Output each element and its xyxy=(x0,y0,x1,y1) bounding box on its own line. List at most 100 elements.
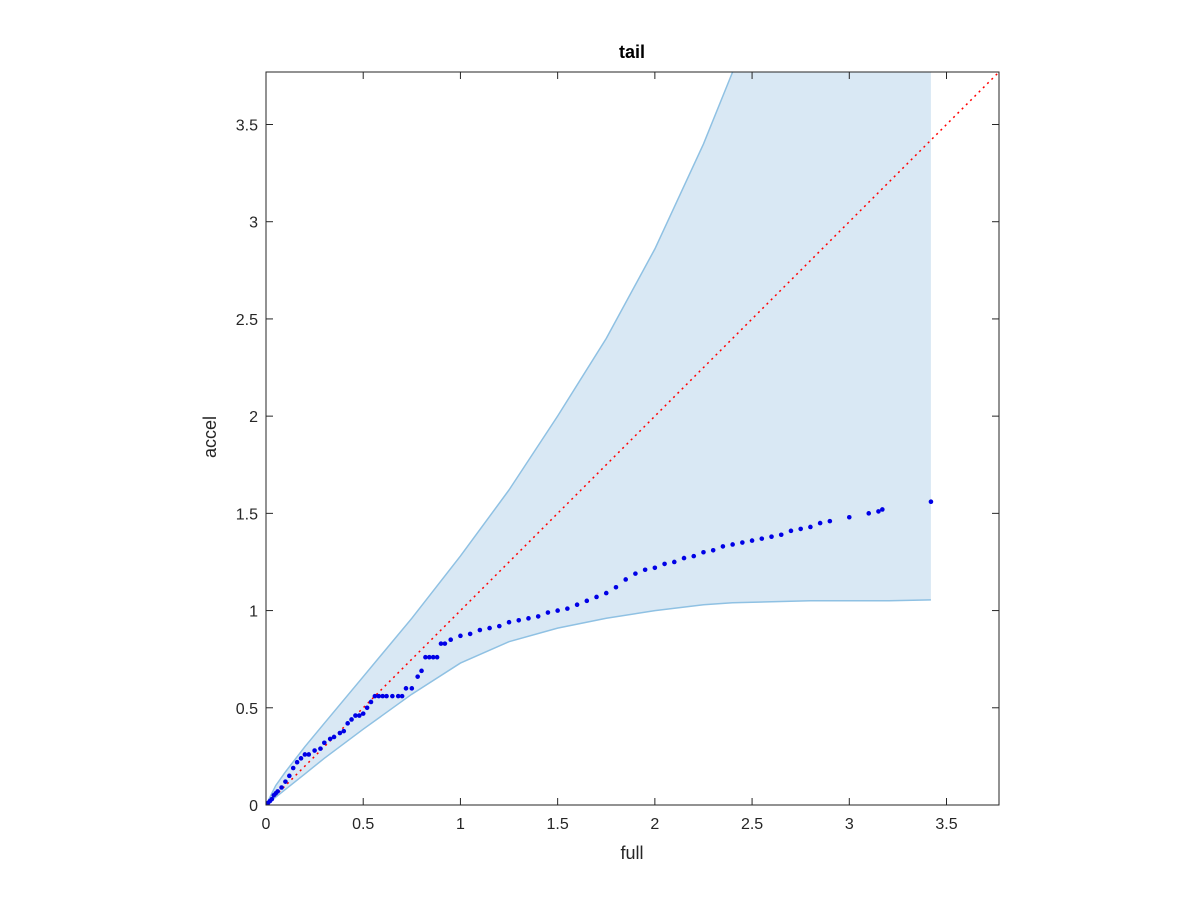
y-tick-label: 3.5 xyxy=(236,117,258,134)
data-point xyxy=(294,759,300,765)
axes-box xyxy=(265,71,1000,806)
data-point xyxy=(740,540,745,545)
data-point xyxy=(318,746,323,751)
data-point xyxy=(290,765,296,771)
x-tick-label: 0 xyxy=(262,816,271,833)
data-point xyxy=(357,713,362,718)
data-point xyxy=(415,674,420,679)
y-tick-label: 1 xyxy=(249,604,258,621)
data-point xyxy=(652,565,658,571)
data-point xyxy=(341,728,347,734)
y-axis-label: accel xyxy=(200,416,220,458)
data-point xyxy=(399,693,405,699)
data-point xyxy=(312,748,317,753)
x-tick-label: 3.5 xyxy=(935,816,957,833)
data-point xyxy=(360,711,366,716)
y-tick-label: 2 xyxy=(249,409,258,426)
data-point xyxy=(275,789,280,794)
data-point xyxy=(380,693,385,699)
data-point xyxy=(302,752,308,757)
data-point xyxy=(876,509,881,514)
y-tick-label: 0.5 xyxy=(236,701,258,718)
data-point xyxy=(298,756,304,761)
x-tick-label: 1 xyxy=(456,816,465,833)
y-tick-label: 2.5 xyxy=(236,312,258,329)
data-point xyxy=(364,705,370,711)
data-point xyxy=(633,571,638,576)
data-point xyxy=(337,730,343,736)
data-point xyxy=(535,614,541,619)
plot-area xyxy=(265,71,1000,806)
x-tick-label: 0.5 xyxy=(352,816,374,833)
data-point xyxy=(395,693,401,699)
data-point xyxy=(279,785,284,790)
data-point xyxy=(467,631,473,637)
data-point xyxy=(368,699,374,705)
data-point xyxy=(353,713,358,718)
x-axis-label: full xyxy=(620,843,643,863)
data-point xyxy=(372,693,378,699)
data-point xyxy=(269,796,275,802)
data-point xyxy=(423,654,428,660)
confidence-band xyxy=(266,72,931,805)
data-point xyxy=(759,536,765,541)
data-point xyxy=(327,736,333,742)
data-point xyxy=(376,693,382,699)
band-lower-edge xyxy=(265,599,931,806)
data-point xyxy=(306,752,312,757)
y-tick-label: 0 xyxy=(249,798,258,815)
data-point xyxy=(880,507,885,512)
y-tick-label: 1.5 xyxy=(236,506,258,523)
data-point xyxy=(506,619,512,625)
data-point xyxy=(458,633,463,639)
data-point xyxy=(574,602,580,608)
data-point xyxy=(710,547,716,553)
data-point xyxy=(749,538,755,543)
data-point xyxy=(384,693,389,699)
data-point xyxy=(594,594,599,600)
data-point xyxy=(603,590,609,596)
axes: 00 0.5 0.5 1 1 1.5 1.5 2 2 2.5 2.5 3 3 3.5 3.5 xyxy=(236,71,1000,833)
data-point xyxy=(442,641,448,646)
data-point xyxy=(283,779,288,784)
data-point xyxy=(287,773,292,779)
data-point xyxy=(613,584,619,590)
data-point xyxy=(730,542,735,547)
data-point xyxy=(565,606,570,611)
band-upper-edge xyxy=(265,71,734,806)
data-point xyxy=(555,608,560,613)
data-point xyxy=(681,555,687,561)
data-point xyxy=(623,577,628,582)
data-point xyxy=(769,534,774,539)
x-tick-label: 2.5 xyxy=(741,816,763,833)
data-point xyxy=(720,544,726,549)
data-point xyxy=(798,526,803,532)
data-point xyxy=(419,668,424,674)
data-point xyxy=(808,524,813,530)
x-tick-label: 2 xyxy=(650,816,659,833)
y-tick-label: 3 xyxy=(249,215,258,232)
data-point xyxy=(691,553,697,559)
data-point xyxy=(778,532,784,538)
data-point xyxy=(448,637,454,643)
data-point xyxy=(477,627,483,633)
data-point xyxy=(817,520,823,526)
x-tick-label: 3 xyxy=(845,816,854,833)
data-point xyxy=(662,561,667,567)
data-point xyxy=(322,740,327,746)
data-point xyxy=(788,528,794,534)
data-point xyxy=(545,610,551,615)
data-point xyxy=(434,654,440,660)
data-point xyxy=(409,686,415,691)
data-point xyxy=(516,617,522,623)
data-point xyxy=(846,514,852,520)
data-point xyxy=(866,511,872,516)
data-point xyxy=(497,623,502,629)
data-point xyxy=(403,686,409,691)
data-point xyxy=(526,616,531,621)
data-point xyxy=(345,721,350,726)
data-point xyxy=(928,499,934,504)
data-point xyxy=(430,654,436,660)
data-point xyxy=(584,598,590,604)
